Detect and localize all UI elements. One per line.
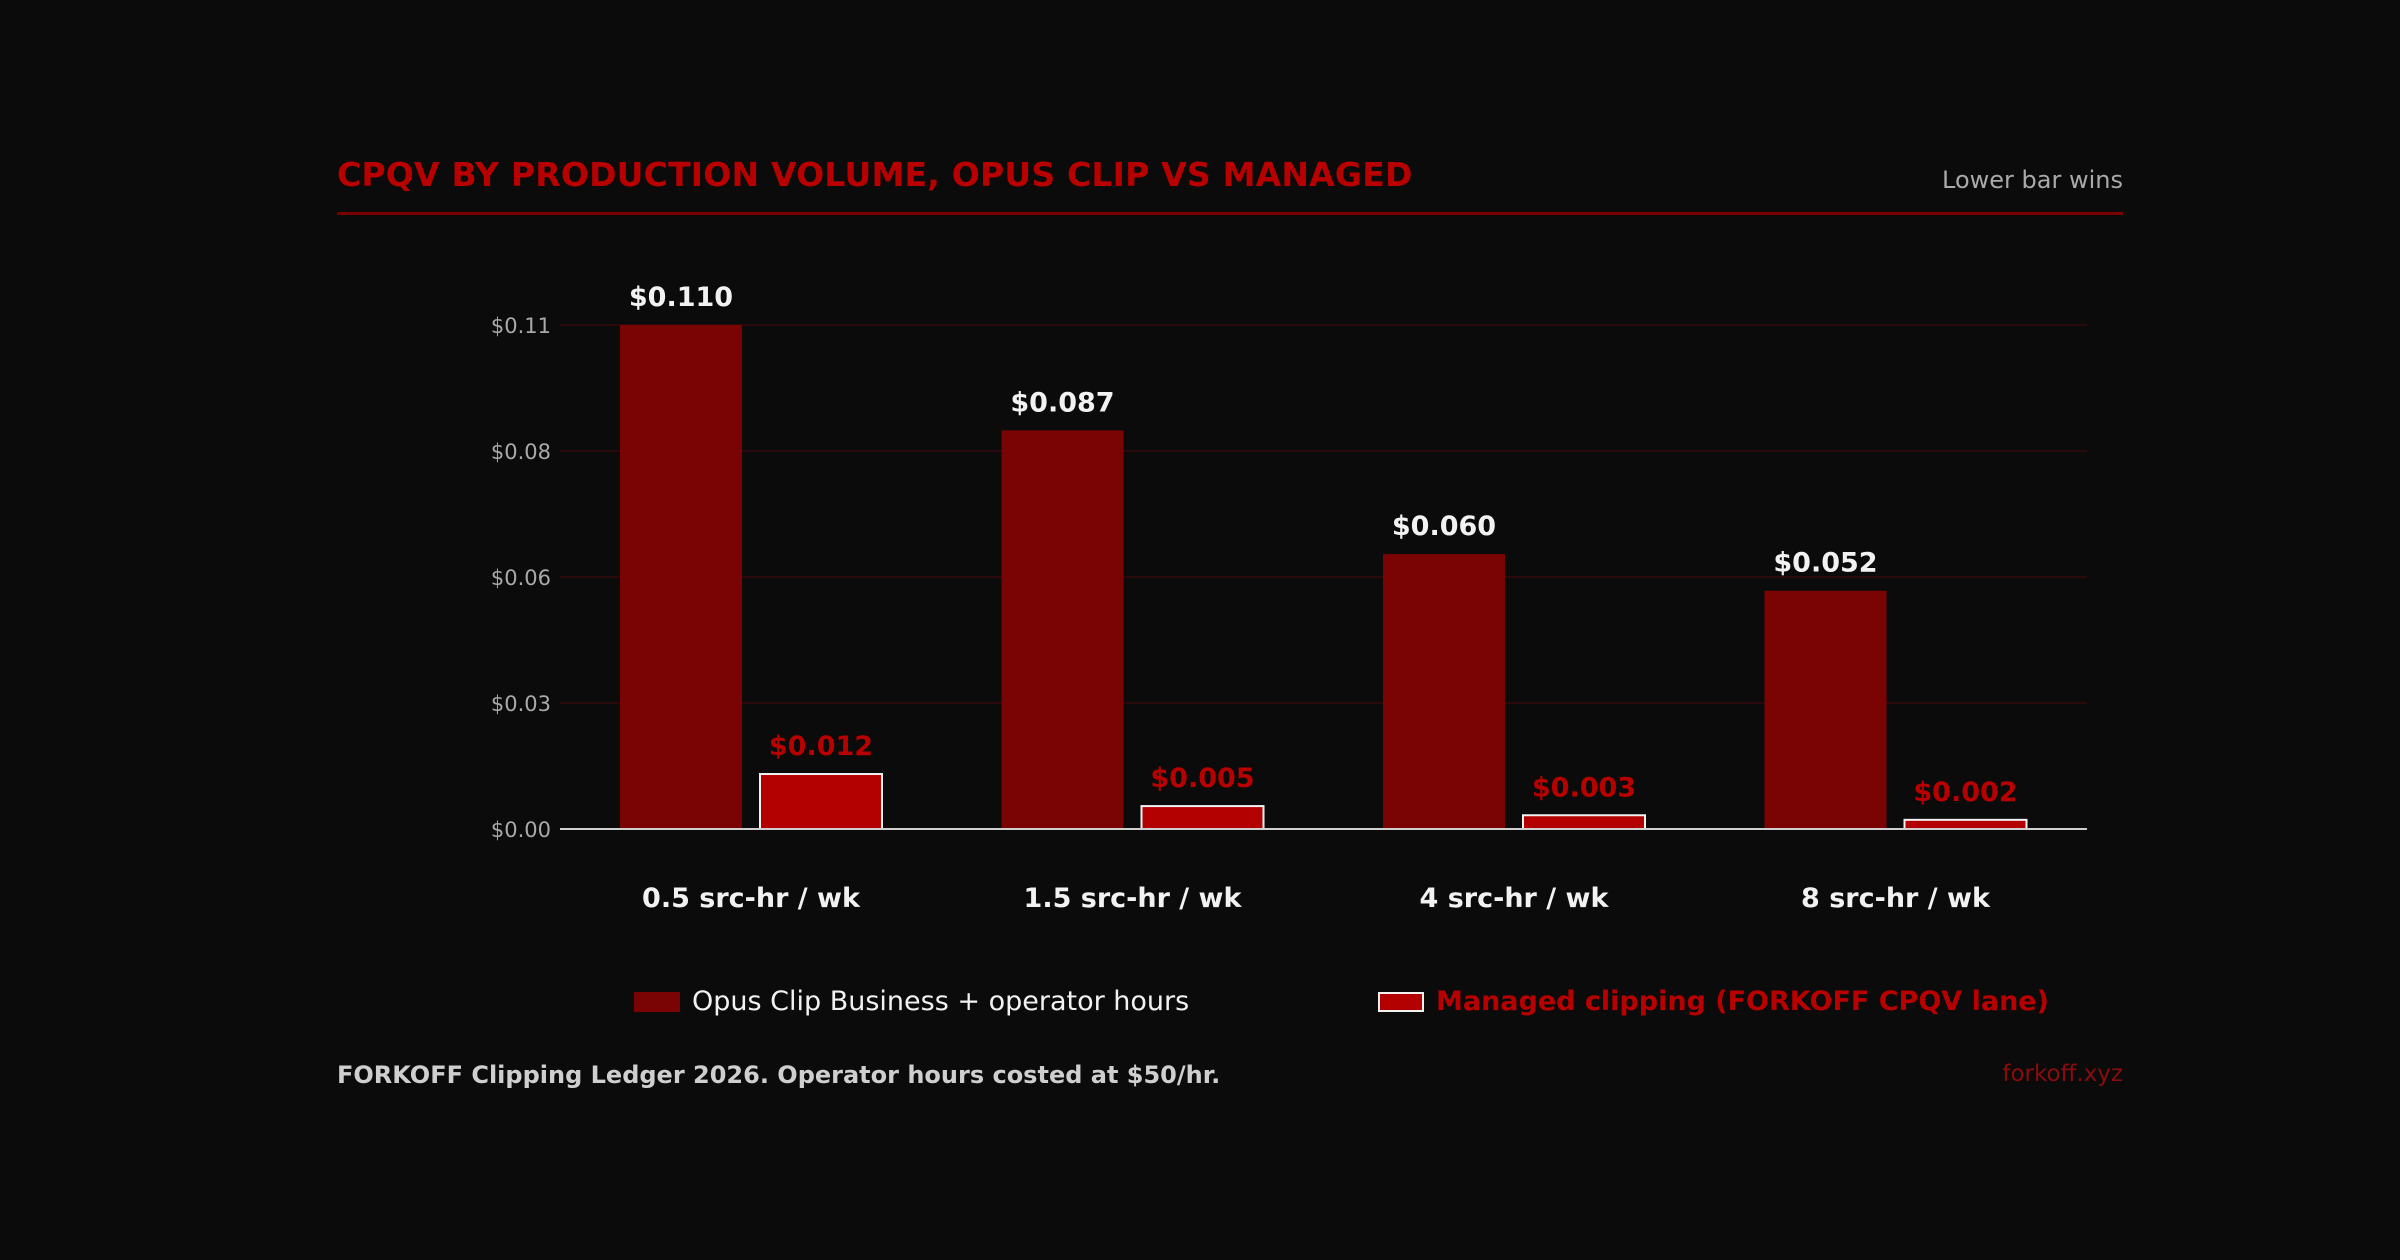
site-link[interactable]: forkoff.xyz (2002, 1061, 2123, 1087)
source-note: FORKOFF Clipping Ledger 2026. Operator h… (337, 1061, 1221, 1089)
bar-chart: $0.00 $0.03 $0.06 $0.08 $0.11 $0.110 $0.012 0.5… (491, 282, 2087, 914)
legend-swatch-managed (1378, 991, 1424, 1012)
y-tick-label: $0.11 (491, 314, 551, 338)
data-label-managed: $0.002 (1913, 777, 2017, 808)
data-label-managed: $0.003 (1532, 772, 1636, 803)
chart-title: CPQV BY PRODUCTION VOLUME, OPUS CLIP VS … (337, 155, 1413, 194)
data-label-managed: $0.005 (1150, 763, 1254, 794)
data-label-opus: $0.087 (1010, 387, 1114, 418)
chart-subtitle: Lower bar wins (1942, 166, 2123, 194)
y-tick-label: $0.03 (491, 692, 551, 716)
data-label-opus: $0.060 (1392, 511, 1496, 542)
legend-item-managed: Managed clipping (FORKOFF CPQV lane) (1378, 986, 2049, 1017)
y-tick-label: $0.00 (491, 818, 551, 842)
legend-label-opus: Opus Clip Business + operator hours (692, 986, 1190, 1017)
bar-opus (1764, 590, 1887, 829)
legend-swatch-opus (634, 991, 680, 1012)
bar-managed (1903, 818, 2028, 831)
data-label-opus: $0.110 (629, 282, 733, 313)
bar-opus (1001, 430, 1124, 829)
y-tick-label: $0.08 (491, 440, 551, 464)
bar-managed (759, 773, 883, 831)
legend-item-opus: Opus Clip Business + operator hours (634, 986, 1189, 1017)
x-category-label: 4 src-hr / wk (1420, 883, 1610, 914)
legend: Opus Clip Business + operator hours Mana… (0, 986, 2400, 1026)
x-category-label: 8 src-hr / wk (1801, 883, 1991, 914)
bar-managed (1522, 814, 1646, 830)
legend-label-managed: Managed clipping (FORKOFF CPQV lane) (1436, 986, 2049, 1017)
data-label-managed: $0.012 (769, 731, 873, 762)
bar-opus (1383, 554, 1505, 829)
title-divider (337, 212, 2123, 215)
data-label-opus: $0.052 (1773, 548, 1877, 579)
bar-managed (1140, 805, 1265, 830)
bar-opus (620, 325, 742, 829)
x-category-label: 0.5 src-hr / wk (642, 883, 861, 914)
y-tick-label: $0.06 (491, 566, 551, 590)
x-category-label: 1.5 src-hr / wk (1024, 883, 1243, 914)
